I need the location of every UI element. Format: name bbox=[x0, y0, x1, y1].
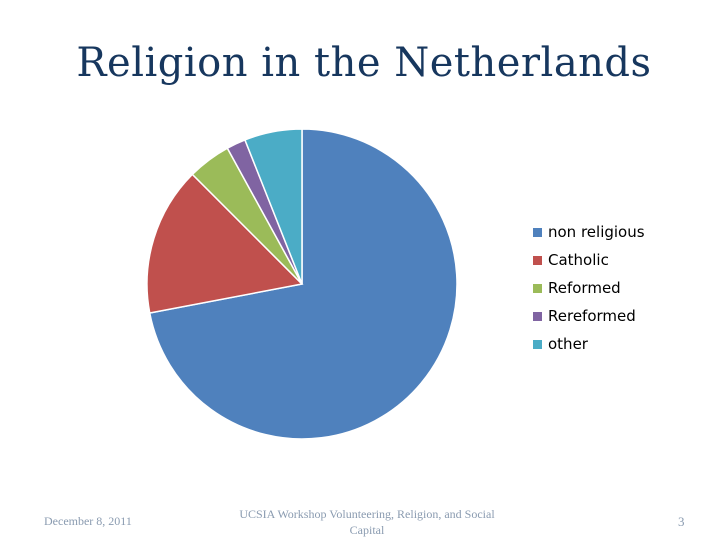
legend-item-reformed: Reformed bbox=[533, 274, 723, 302]
legend-label: Rereformed bbox=[548, 307, 636, 325]
legend-swatch bbox=[533, 283, 542, 293]
pie-slice-catholic bbox=[146, 173, 304, 314]
legend: non religious Catholic Reformed Rereform… bbox=[533, 218, 723, 358]
legend-label: non religious bbox=[548, 223, 645, 241]
legend-label: Reformed bbox=[548, 279, 621, 297]
legend-item-other: other bbox=[533, 330, 723, 358]
slide-title: Religion in the Netherlands bbox=[76, 40, 652, 86]
legend-item-non-religious: non religious bbox=[533, 218, 723, 246]
pie-slice-other bbox=[243, 128, 303, 285]
footer-date: December 8, 2011 bbox=[44, 514, 132, 528]
pie-slice-non-religious bbox=[148, 128, 458, 440]
legend-item-rereformed: Rereformed bbox=[533, 302, 723, 330]
footer-caption: UCSIA Workshop Volunteering, Religion, a… bbox=[239, 507, 495, 537]
legend-swatch bbox=[533, 311, 542, 321]
legend-label: Catholic bbox=[548, 251, 609, 269]
legend-swatch bbox=[533, 255, 542, 265]
legend-swatch bbox=[533, 339, 542, 349]
legend-item-catholic: Catholic bbox=[533, 246, 723, 274]
legend-label: other bbox=[548, 335, 588, 353]
legend-swatch bbox=[533, 227, 542, 237]
page-number: 3 bbox=[678, 514, 685, 529]
